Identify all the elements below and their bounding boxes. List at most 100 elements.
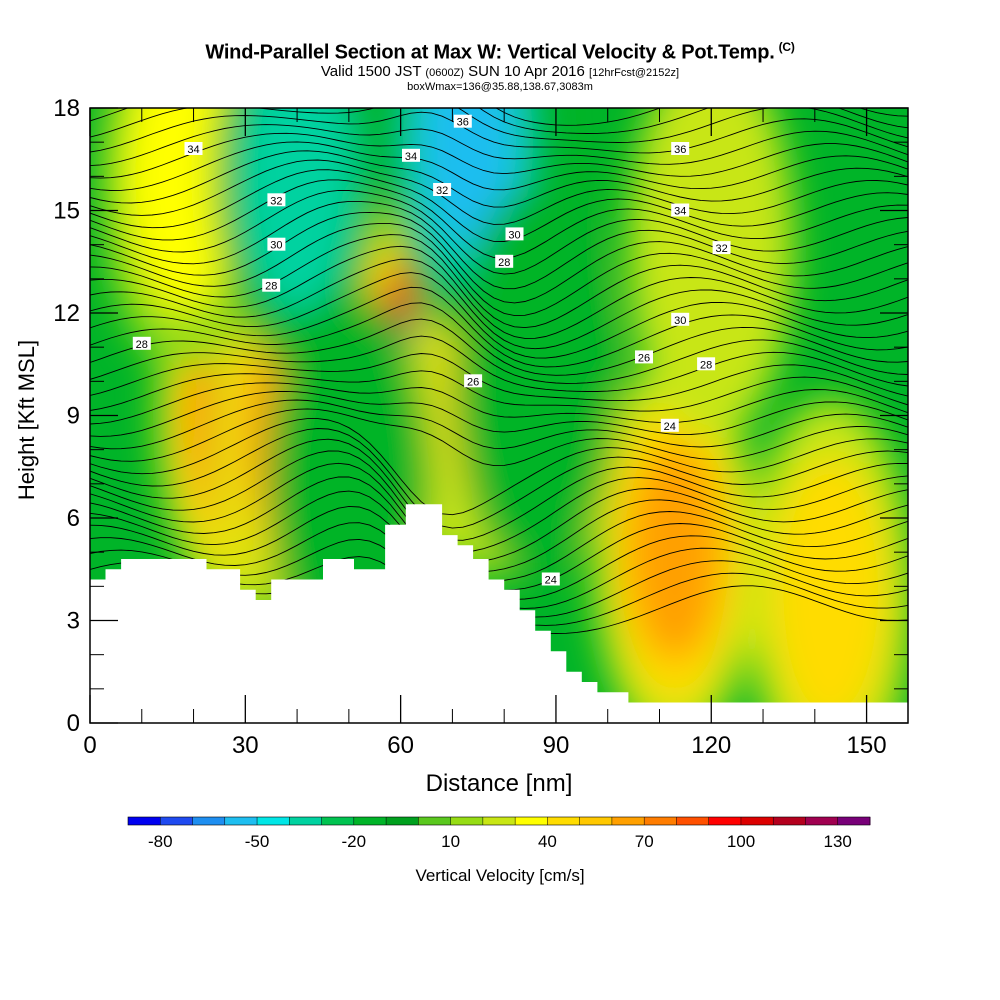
isentrope-line bbox=[90, 382, 908, 425]
colorbar-swatch bbox=[192, 817, 226, 825]
velocity-cell bbox=[628, 108, 795, 440]
forecast-info: [12hrFcst@2152z] bbox=[589, 66, 680, 79]
theta-label-box bbox=[671, 312, 690, 326]
isentrope-line bbox=[90, 200, 908, 290]
theta-label-text: 30 bbox=[674, 315, 686, 327]
colorbar-tick-label: 100 bbox=[727, 832, 755, 851]
isentrope-line bbox=[90, 318, 908, 384]
x-tick-label: 60 bbox=[387, 732, 414, 759]
copyright-mark: (C) bbox=[778, 40, 795, 54]
theta-label-text: 30 bbox=[270, 240, 282, 252]
y-tick-label: 0 bbox=[67, 710, 80, 737]
y-tick-label: 18 bbox=[53, 95, 80, 122]
isentrope-line bbox=[90, 302, 908, 376]
colorbar-swatch bbox=[837, 817, 871, 825]
isentrope-line bbox=[90, 258, 908, 350]
velocity-cell bbox=[771, 457, 890, 723]
theta-label-box bbox=[184, 142, 203, 155]
theta-label: 36 bbox=[671, 142, 690, 156]
colorbar-tick-label: 40 bbox=[538, 832, 557, 851]
isentrope-line bbox=[90, 132, 908, 179]
theta-label-box bbox=[267, 237, 286, 251]
isentrope-line bbox=[90, 418, 908, 516]
colorbar-swatch bbox=[611, 817, 645, 825]
colorbar-tick-label: 130 bbox=[824, 832, 852, 851]
colorbar-swatch bbox=[289, 817, 323, 825]
colorbar-swatch bbox=[224, 817, 258, 825]
isentrope-line bbox=[90, 108, 908, 134]
theta-label-text: 36 bbox=[674, 144, 686, 156]
isentrope-line bbox=[90, 222, 908, 317]
colorbar-swatch bbox=[579, 817, 613, 825]
theta-label: 28 bbox=[262, 278, 281, 293]
isentrope-line bbox=[90, 245, 908, 339]
theta-label-text: 28 bbox=[700, 359, 712, 371]
theta-label-box bbox=[464, 374, 483, 388]
colorbar-swatch bbox=[450, 817, 484, 825]
x-tick-label: 120 bbox=[691, 732, 731, 759]
colorbar: -80 -50 -20 10 40 70 100 130 bbox=[127, 816, 871, 851]
theta-label: 26 bbox=[464, 374, 483, 388]
velocity-field: 34 32 30 28 28 36 34 32 30 28 26 24 36 34 32 30 26 28 24 bbox=[90, 108, 908, 723]
y-tick-label: 9 bbox=[67, 403, 80, 430]
theta-label-box bbox=[453, 114, 472, 128]
chart-title: Wind-Parallel Section at Max W: Vertical… bbox=[0, 36, 1000, 64]
theta-label: 32 bbox=[712, 241, 731, 255]
colorbar-swatch bbox=[708, 817, 742, 825]
colorbar-tick-label: 10 bbox=[441, 832, 460, 851]
isentrope-line bbox=[90, 408, 908, 467]
x-tick-label: 30 bbox=[232, 732, 259, 759]
x-axis: 0 30 60 90 120 150 bbox=[83, 108, 887, 759]
y-axis: 0 36 9 12 15 18 bbox=[53, 95, 908, 737]
theta-label: 34 bbox=[402, 148, 420, 163]
colorbar-tick-label: -20 bbox=[342, 832, 367, 851]
colorbar-swatch bbox=[547, 817, 581, 825]
box-info: boxWmax=136@35.88,138.67,3083m bbox=[407, 80, 593, 93]
colorbar-swatch bbox=[644, 817, 677, 825]
theta-label-text: 28 bbox=[136, 339, 148, 351]
isentrope-line bbox=[90, 286, 908, 368]
isentrope-line bbox=[90, 150, 908, 208]
theta-label-box bbox=[541, 572, 560, 586]
theta-label: 32 bbox=[267, 193, 286, 207]
theta-label-text: 24 bbox=[664, 421, 676, 433]
y-tick-label: 15 bbox=[53, 198, 80, 225]
chart-titles: Wind-Parallel Section at Max W: Vertical… bbox=[0, 36, 1000, 93]
isentrope-line bbox=[90, 450, 908, 553]
theta-label-text: 34 bbox=[674, 206, 686, 218]
colorbar-swatch bbox=[160, 817, 194, 825]
theta-label-box bbox=[402, 148, 420, 162]
theta-label: 26 bbox=[635, 350, 653, 364]
colorbar-swatch bbox=[482, 817, 516, 825]
isentrope-line bbox=[495, 108, 908, 126]
colorbar-tick-label: -50 bbox=[245, 832, 270, 851]
y-tick-label: 12 bbox=[53, 300, 80, 327]
x-tick-label: 0 bbox=[83, 732, 96, 759]
isentrope-line bbox=[90, 169, 908, 242]
isentrope-line bbox=[90, 353, 908, 402]
colorbar-frame bbox=[127, 816, 871, 826]
theta-label: 36 bbox=[453, 114, 472, 129]
theta-label-text: 32 bbox=[436, 185, 448, 197]
colorbar-label: Vertical Velocity [cm/s] bbox=[415, 866, 584, 885]
theta-label-box bbox=[495, 254, 514, 268]
theta-label: 28 bbox=[495, 254, 514, 269]
colorbar-swatch bbox=[321, 817, 355, 825]
theta-label: 30 bbox=[671, 312, 690, 327]
terrain-mask bbox=[90, 504, 908, 723]
theta-labels: 34 32 30 28 28 36 34 32 30 28 26 24 36 34 32 30 26 28 24 bbox=[132, 114, 731, 587]
theta-label-text: 26 bbox=[638, 352, 650, 364]
theta-label-text: 34 bbox=[405, 151, 417, 163]
theta-label-box bbox=[433, 183, 452, 196]
isentrope-line bbox=[90, 462, 908, 563]
isentrope-line bbox=[90, 124, 908, 167]
theta-label: 24 bbox=[660, 418, 679, 433]
theta-label-box bbox=[660, 418, 679, 432]
theta-label-text: 26 bbox=[467, 376, 479, 388]
isentrope-line bbox=[90, 476, 908, 573]
theta-label-text: 24 bbox=[545, 575, 557, 587]
theta-label-text: 30 bbox=[508, 229, 520, 241]
colorbar-swatch bbox=[386, 817, 419, 825]
isentrope-line bbox=[90, 108, 908, 143]
